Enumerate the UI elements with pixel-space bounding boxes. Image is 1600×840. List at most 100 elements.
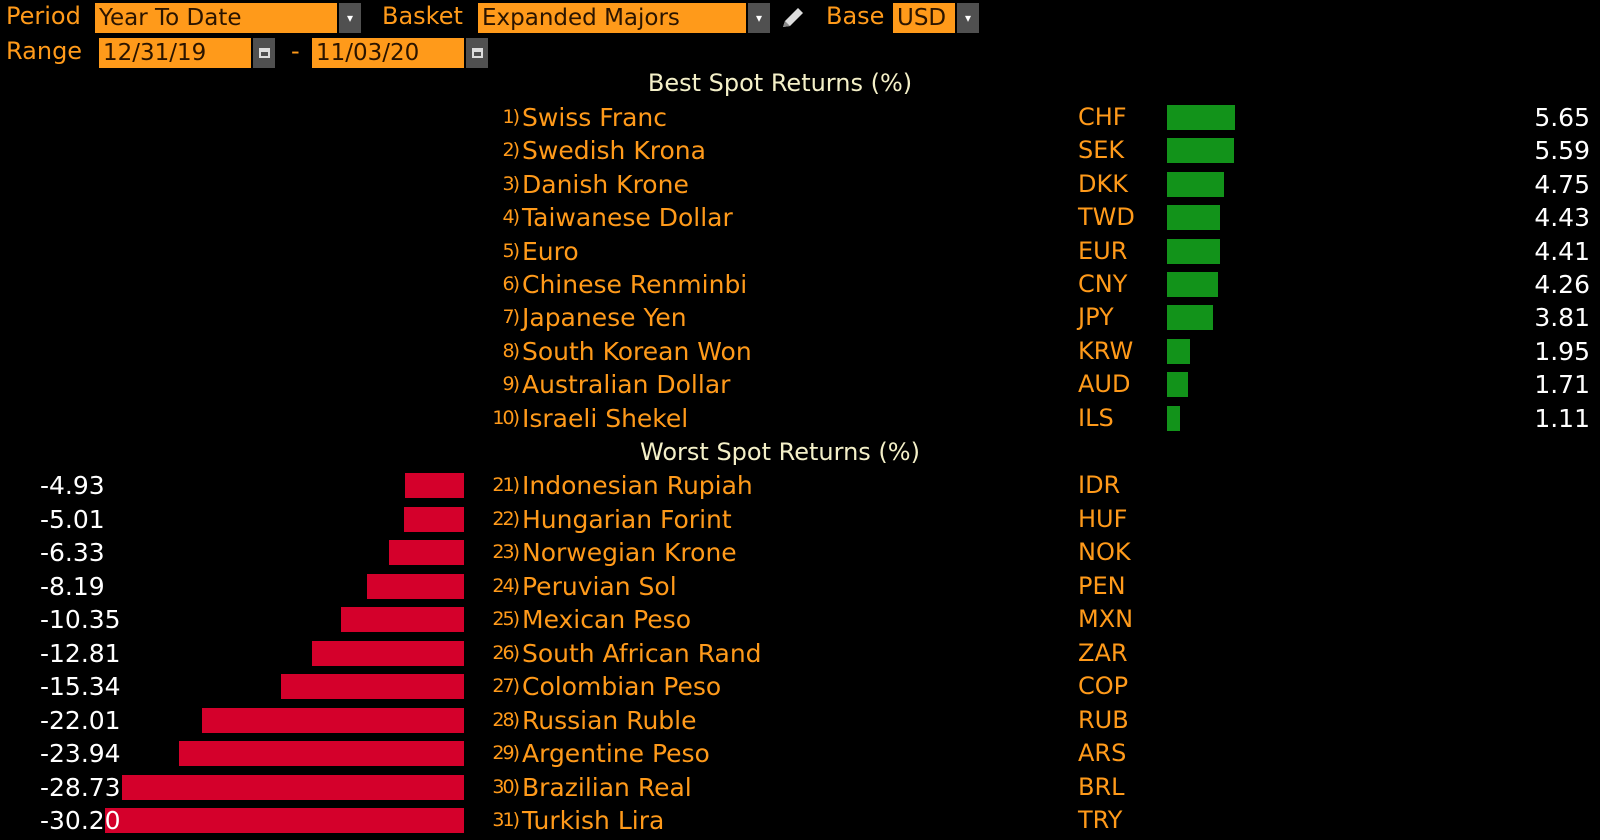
return-bar-negative <box>312 640 464 666</box>
return-bar-positive <box>1167 138 1234 164</box>
chevron-down-icon[interactable]: ▾ <box>957 3 979 33</box>
return-bar-positive <box>1167 338 1190 364</box>
calendar-icon[interactable] <box>466 38 488 68</box>
period-select[interactable]: Year To Date <box>95 3 337 33</box>
rank-label: 10) <box>492 406 520 429</box>
rank-label: 5) <box>502 239 520 262</box>
list-item[interactable]: 3.81 7) Japanese Yen JPY <box>0 301 1600 334</box>
currency-name[interactable]: Russian Ruble <box>522 705 697 735</box>
list-item[interactable]: 5.59 2) Swedish Krona SEK <box>0 134 1600 167</box>
range-separator: - <box>291 37 300 65</box>
currency-code: MXN <box>1078 605 1134 633</box>
return-value: 3.81 <box>1534 303 1590 333</box>
return-value: 5.65 <box>1534 103 1590 132</box>
currency-code: HUF <box>1078 504 1128 533</box>
currency-name[interactable]: Indonesian Rupiah <box>522 471 753 500</box>
list-item[interactable]: -6.33 23) Norwegian Krone NOK <box>0 536 1600 569</box>
return-bar-negative <box>405 473 464 498</box>
list-item[interactable]: 4.43 4) Taiwanese Dollar TWD <box>0 201 1600 234</box>
currency-code: CNY <box>1078 270 1128 298</box>
currency-code: AUD <box>1078 370 1131 399</box>
return-bar-negative <box>367 573 464 599</box>
currency-code: IDR <box>1078 471 1121 499</box>
rank-label: 29) <box>492 742 520 764</box>
list-item[interactable]: -12.81 26) South African Rand ZAR <box>0 637 1600 670</box>
currency-name[interactable]: Argentine Peso <box>522 739 710 768</box>
return-value: -12.81 <box>40 638 121 668</box>
rank-label: 7) <box>502 306 520 329</box>
currency-code: ILS <box>1078 403 1114 432</box>
list-item[interactable]: -30.20 31) Turkish Lira TRY <box>0 804 1600 837</box>
currency-name[interactable]: Australian Dollar <box>522 370 731 400</box>
currency-name[interactable]: Turkish Lira <box>522 806 665 835</box>
range-label: Range <box>6 37 83 65</box>
return-bar-negative <box>105 808 464 833</box>
return-bar-negative <box>341 607 464 632</box>
currency-code: NOK <box>1078 538 1131 566</box>
list-item[interactable]: -23.94 29) Argentine Peso ARS <box>0 737 1600 770</box>
best-returns-title: Best Spot Returns (%) <box>647 69 913 97</box>
rank-label: 3) <box>502 172 520 195</box>
list-item[interactable]: -8.19 24) Peruvian Sol PEN <box>0 570 1600 603</box>
list-item[interactable]: 1.71 9) Australian Dollar AUD <box>0 368 1600 401</box>
list-item[interactable]: 4.41 5) Euro EUR <box>0 235 1600 268</box>
return-bar-positive <box>1167 205 1220 231</box>
currency-name[interactable]: Euro <box>522 236 579 266</box>
list-item[interactable]: 1.95 8) South Korean Won KRW <box>0 335 1600 368</box>
period-label: Period <box>6 2 81 30</box>
return-bar-negative <box>404 506 464 532</box>
rank-label: 23) <box>492 541 520 563</box>
currency-name[interactable]: Taiwanese Dollar <box>522 203 733 233</box>
currency-name[interactable]: Chinese Renminbi <box>522 270 748 299</box>
return-bar-positive <box>1167 272 1218 297</box>
basket-select[interactable]: Expanded Majors <box>478 3 746 33</box>
currency-name[interactable]: Norwegian Krone <box>522 538 737 567</box>
return-value: -5.01 <box>40 504 105 534</box>
return-value: 4.41 <box>1534 236 1590 266</box>
currency-name[interactable]: Israeli Shekel <box>522 403 689 433</box>
return-value: 5.59 <box>1534 136 1590 166</box>
currency-name[interactable]: Peruvian Sol <box>522 571 677 601</box>
currency-name[interactable]: South Korean Won <box>522 336 752 366</box>
list-item[interactable]: 1.11 10) Israeli Shekel ILS <box>0 402 1600 435</box>
base-label: Base <box>826 2 885 30</box>
currency-code: EUR <box>1078 236 1128 265</box>
currency-name[interactable]: Hungarian Forint <box>522 504 732 534</box>
return-value: -28.73 <box>40 772 121 802</box>
list-item[interactable]: -28.73 30) Brazilian Real BRL <box>0 771 1600 804</box>
return-bar-negative <box>179 741 464 766</box>
rank-label: 28) <box>492 708 520 731</box>
currency-name[interactable]: Colombian Peso <box>522 672 722 701</box>
list-item[interactable]: 4.75 3) Danish Krone DKK <box>0 168 1600 201</box>
list-item[interactable]: -4.93 21) Indonesian Rupiah IDR <box>0 469 1600 502</box>
currency-name[interactable]: Swedish Krona <box>522 136 706 166</box>
range-end-input[interactable]: 11/03/20 <box>312 38 464 68</box>
rank-label: 21) <box>492 474 520 496</box>
rank-label: 22) <box>492 507 520 530</box>
currency-name[interactable]: Danish Krone <box>522 169 689 199</box>
return-bar-positive <box>1167 105 1235 130</box>
calendar-icon[interactable] <box>253 38 275 68</box>
return-value: 1.95 <box>1534 336 1590 366</box>
range-start-input[interactable]: 12/31/19 <box>99 38 251 68</box>
currency-name[interactable]: South African Rand <box>522 638 762 668</box>
rank-label: 1) <box>502 106 520 128</box>
rank-label: 9) <box>502 373 520 396</box>
list-item[interactable]: -15.34 27) Colombian Peso COP <box>0 670 1600 703</box>
currency-code: COP <box>1078 672 1129 700</box>
list-item[interactable]: -10.35 25) Mexican Peso MXN <box>0 603 1600 636</box>
list-item[interactable]: -22.01 28) Russian Ruble RUB <box>0 704 1600 737</box>
base-select[interactable]: USD <box>893 3 955 33</box>
currency-name[interactable]: Brazilian Real <box>522 772 692 802</box>
currency-name[interactable]: Japanese Yen <box>522 303 687 333</box>
pencil-icon[interactable] <box>780 6 806 30</box>
chevron-down-icon[interactable]: ▾ <box>748 3 770 33</box>
chevron-down-icon[interactable]: ▾ <box>339 3 361 33</box>
return-value: 4.75 <box>1534 169 1590 199</box>
list-item[interactable]: 4.26 6) Chinese Renminbi CNY <box>0 268 1600 301</box>
currency-name[interactable]: Mexican Peso <box>522 605 691 634</box>
list-item[interactable]: 5.65 1) Swiss Franc CHF <box>0 101 1600 134</box>
currency-name[interactable]: Swiss Franc <box>522 103 668 132</box>
list-item[interactable]: -5.01 22) Hungarian Forint HUF <box>0 503 1600 536</box>
return-value: -22.01 <box>40 705 121 735</box>
